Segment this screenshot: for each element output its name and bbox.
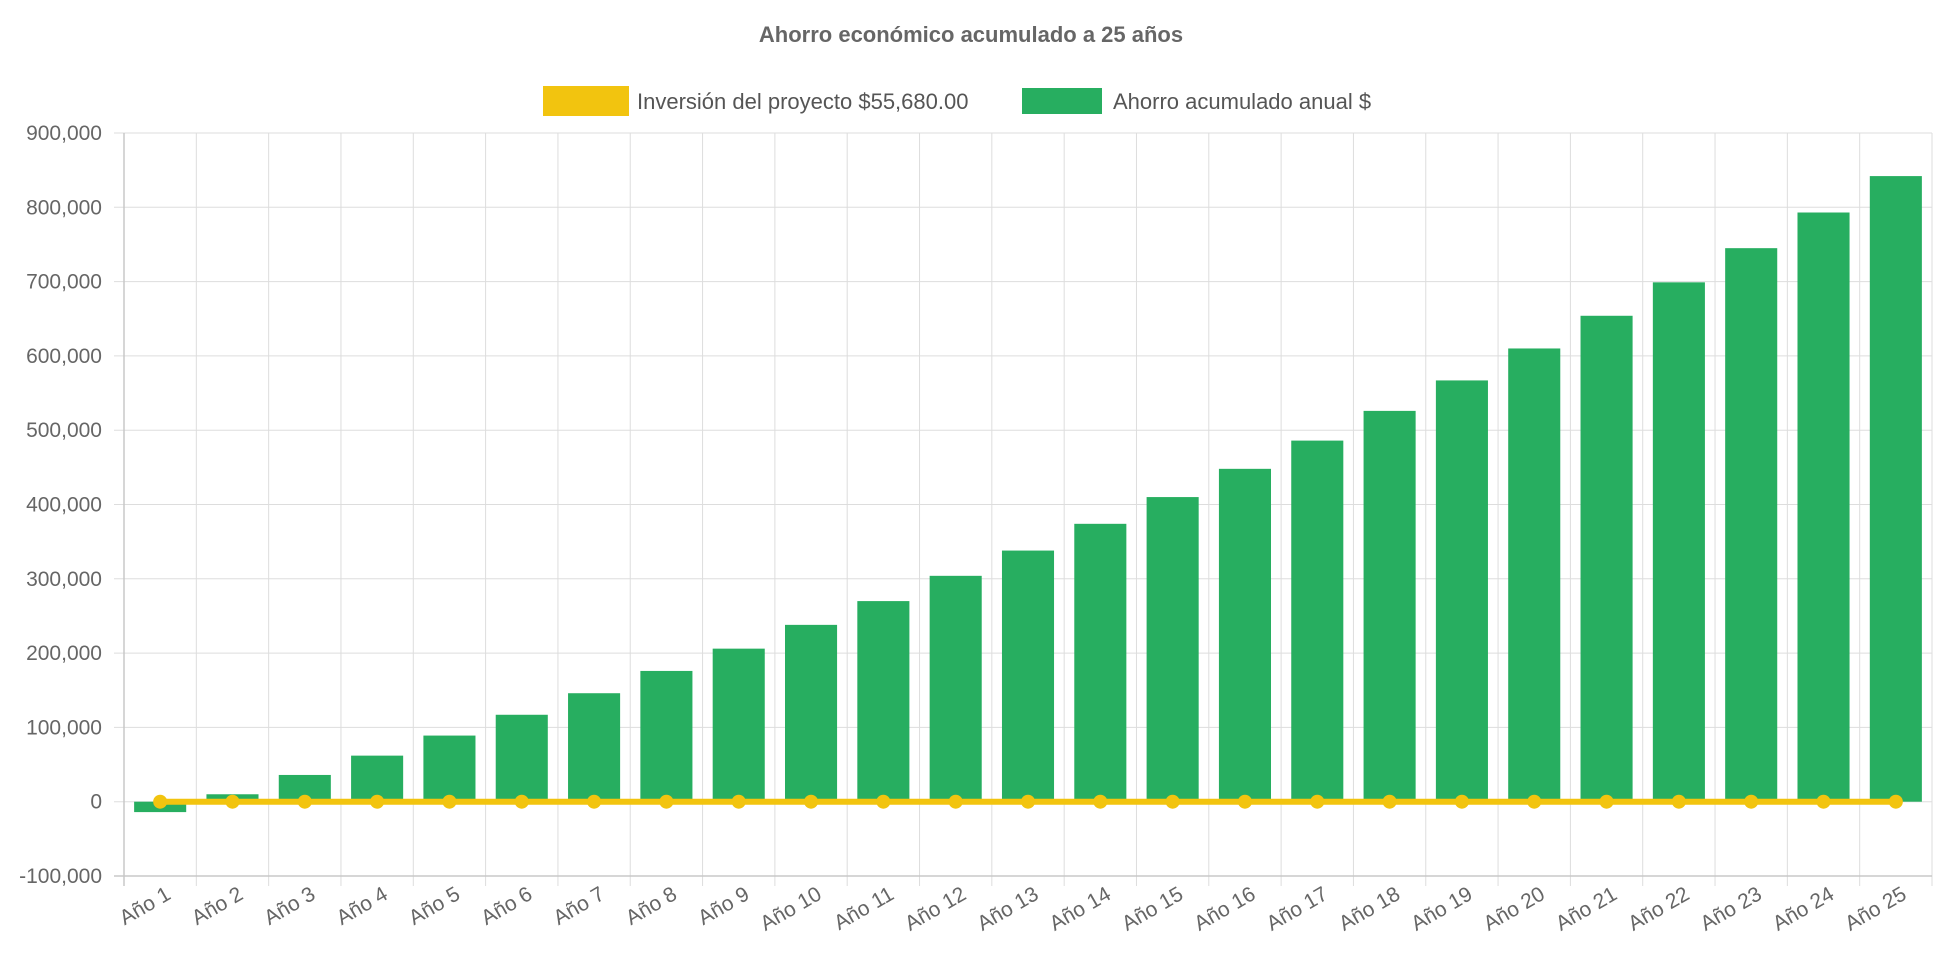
y-tick-label: 900,000 [26,122,102,145]
x-tick-label: Año 17 [1263,882,1332,935]
legend: Inversión del proyecto $55,680.00 Ahorro… [543,86,1371,116]
bar[interactable] [495,714,548,802]
investment-point[interactable] [1888,794,1903,809]
investment-point[interactable] [876,794,891,809]
bar[interactable] [1218,468,1271,802]
y-tick-label: 300,000 [26,568,102,591]
x-axis-ticks: Año 1 Año 2 Año 3 Año 4 Año 5 Año 6 Año 7 Año 8… [116,882,1911,935]
investment-point[interactable] [225,794,240,809]
y-tick-label: 100,000 [26,716,102,739]
y-tick-label: 0 [90,791,102,814]
bar[interactable] [712,648,765,802]
investment-point[interactable] [1744,794,1759,809]
y-tick-label: 400,000 [26,494,102,517]
bar[interactable] [1869,176,1922,802]
bars [134,176,1922,813]
investment-point[interactable] [804,794,819,809]
bar[interactable] [1146,497,1199,802]
bar[interactable] [1797,212,1850,802]
bar[interactable] [1652,282,1705,802]
legend-label-savings[interactable]: Ahorro acumulado anual $ [1113,89,1371,114]
investment-point[interactable] [1382,794,1397,809]
x-tick-label: Año 18 [1335,882,1404,935]
investment-point[interactable] [1021,794,1035,809]
bar[interactable] [1074,523,1127,802]
investment-point[interactable] [297,794,312,809]
chart-title: Ahorro económico acumulado a 25 años [759,22,1183,47]
bar[interactable] [857,601,910,802]
x-tick-label: Año 3 [260,882,319,929]
x-tick-label: Año 25 [1841,882,1910,935]
bar[interactable] [351,755,404,802]
x-tick-label: Año 12 [901,882,970,935]
investment-point[interactable] [731,794,746,809]
x-tick-label: Año 7 [550,882,609,929]
x-tick-label: Año 5 [405,882,464,929]
x-tick-label: Año 24 [1769,882,1838,935]
bar[interactable] [568,693,621,802]
y-tick-label: 600,000 [26,345,102,368]
investment-point[interactable] [370,794,385,809]
investment-point[interactable] [1671,794,1686,809]
legend-swatch-investment[interactable] [543,86,629,116]
investment-point[interactable] [1165,794,1180,809]
bar[interactable] [1508,348,1561,802]
bar[interactable] [640,670,693,802]
grid [114,132,1933,886]
investment-point[interactable] [514,794,529,809]
investment-point[interactable] [659,794,674,809]
x-tick-label: Año 16 [1190,882,1259,935]
x-tick-label: Año 15 [1118,882,1187,935]
bar[interactable] [929,575,982,802]
x-tick-label: Año 13 [973,882,1042,935]
x-tick-label: Año 9 [694,882,753,929]
x-tick-label: Año 20 [1480,882,1549,935]
investment-point[interactable] [1454,794,1469,809]
legend-label-investment[interactable]: Inversión del proyecto $55,680.00 [637,89,968,114]
investment-point[interactable] [1237,794,1252,809]
investment-point[interactable] [1816,794,1831,809]
x-tick-label: Año 21 [1552,882,1621,935]
x-tick-label: Año 4 [333,882,392,930]
investment-point[interactable] [587,794,602,809]
y-axis-ticks: -100,000 0 100,000 200,000 300,000 400,000 500… [19,122,102,888]
investment-point[interactable] [948,794,963,809]
x-tick-label: Año 2 [188,882,247,929]
bar[interactable] [1291,440,1344,802]
investment-line [153,794,1903,809]
legend-swatch-savings[interactable] [1022,88,1102,114]
bar[interactable] [1363,410,1416,802]
y-tick-label: 500,000 [26,419,102,442]
x-tick-label: Año 19 [1407,882,1476,935]
x-tick-label: Año 10 [756,882,825,935]
y-tick-label: 800,000 [26,196,102,219]
bar[interactable] [1580,315,1633,802]
investment-point[interactable] [1310,794,1325,809]
y-tick-label: 700,000 [26,271,102,294]
x-tick-label: Año 23 [1697,882,1766,935]
x-tick-label: Año 1 [116,882,175,929]
bar[interactable] [423,735,476,802]
investment-point[interactable] [1093,794,1108,809]
x-tick-label: Año 14 [1046,882,1115,935]
bar[interactable] [1725,248,1778,802]
bar[interactable] [1435,380,1488,802]
x-tick-label: Año 11 [830,882,898,934]
investment-point[interactable] [153,794,168,809]
x-tick-label: Año 6 [477,882,536,929]
x-tick-label: Año 8 [622,882,681,929]
investment-point[interactable] [1527,794,1542,809]
y-tick-label: -100,000 [19,865,102,888]
investment-point[interactable] [442,794,457,809]
bar[interactable] [1001,550,1055,802]
x-tick-label: Año 22 [1624,882,1693,935]
bar[interactable] [785,624,838,802]
investment-point[interactable] [1599,794,1614,809]
y-tick-label: 200,000 [26,642,102,665]
